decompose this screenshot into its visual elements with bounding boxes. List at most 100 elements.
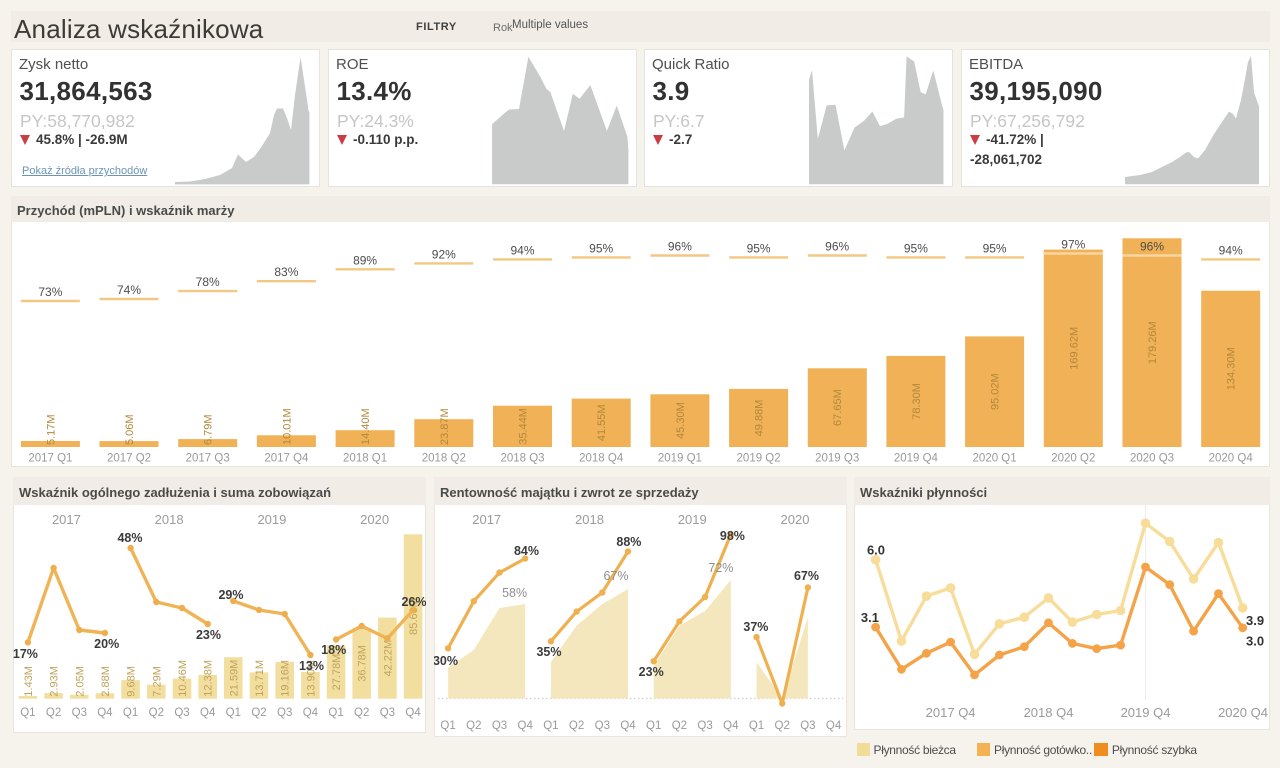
svg-text:85.63M: 85.63M <box>408 598 420 635</box>
svg-text:2020 Q2: 2020 Q2 <box>1051 453 1095 465</box>
svg-text:Q2: Q2 <box>46 707 61 719</box>
svg-text:88%: 88% <box>616 535 641 549</box>
svg-text:2020 Q4: 2020 Q4 <box>1218 705 1268 720</box>
svg-text:2020 Q3: 2020 Q3 <box>1130 453 1174 465</box>
svg-text:2020 Q4: 2020 Q4 <box>1209 453 1254 465</box>
svg-text:2018: 2018 <box>155 512 184 527</box>
svg-text:Q3: Q3 <box>380 707 395 719</box>
svg-text:2018 Q2: 2018 Q2 <box>422 453 466 465</box>
svg-text:Q4: Q4 <box>405 707 421 719</box>
svg-text:2020: 2020 <box>781 512 810 527</box>
svg-text:2020: 2020 <box>360 512 389 527</box>
svg-text:20%: 20% <box>94 637 119 651</box>
svg-text:45.30M: 45.30M <box>675 402 687 439</box>
svg-text:41.55M: 41.55M <box>596 404 608 441</box>
svg-text:Q4: Q4 <box>97 707 113 719</box>
svg-text:Q3: Q3 <box>492 720 507 732</box>
svg-text:3.9: 3.9 <box>1246 613 1264 628</box>
svg-text:Q2: Q2 <box>251 707 266 719</box>
svg-text:95%: 95% <box>904 241 928 255</box>
svg-text:96%: 96% <box>668 240 692 254</box>
svg-text:Q1: Q1 <box>749 720 764 732</box>
svg-text:94%: 94% <box>1219 243 1243 257</box>
svg-text:35%: 35% <box>536 645 561 659</box>
svg-text:2017 Q3: 2017 Q3 <box>186 453 230 465</box>
svg-text:Q3: Q3 <box>174 707 189 719</box>
svg-text:10.01M: 10.01M <box>281 408 293 445</box>
svg-text:13.71M: 13.71M <box>254 660 266 697</box>
svg-text:72%: 72% <box>708 561 733 575</box>
svg-text:7.29M: 7.29M <box>151 666 163 697</box>
svg-text:Q3: Q3 <box>277 707 292 719</box>
svg-text:Q2: Q2 <box>149 707 164 719</box>
svg-text:6.0: 6.0 <box>867 543 885 558</box>
svg-text:92%: 92% <box>432 247 456 261</box>
svg-text:2018 Q3: 2018 Q3 <box>500 453 544 465</box>
svg-text:Q2: Q2 <box>466 720 481 732</box>
svg-text:Q1: Q1 <box>328 707 343 719</box>
svg-text:Q1: Q1 <box>20 707 35 719</box>
svg-text:17%: 17% <box>13 647 38 661</box>
svg-text:Q2: Q2 <box>672 720 687 732</box>
svg-text:13%: 13% <box>299 659 324 673</box>
svg-text:42.22M: 42.22M <box>382 640 394 677</box>
svg-text:36.78M: 36.78M <box>357 645 369 682</box>
svg-text:2020 Q1: 2020 Q1 <box>973 453 1017 465</box>
svg-text:13.90M: 13.90M <box>305 660 317 697</box>
svg-text:3.0: 3.0 <box>1246 634 1264 649</box>
svg-text:Q4: Q4 <box>620 720 636 732</box>
svg-text:2019: 2019 <box>678 512 707 527</box>
svg-text:98%: 98% <box>720 529 745 543</box>
svg-text:48%: 48% <box>117 531 142 545</box>
svg-text:2018: 2018 <box>575 512 604 527</box>
svg-text:2.88M: 2.88M <box>100 666 112 697</box>
svg-text:14.40M: 14.40M <box>360 408 372 445</box>
svg-text:Q4: Q4 <box>723 720 739 732</box>
svg-text:10.46M: 10.46M <box>177 660 189 697</box>
svg-text:67.65M: 67.65M <box>832 389 844 426</box>
svg-text:74%: 74% <box>117 283 141 297</box>
svg-text:2.05M: 2.05M <box>74 666 86 697</box>
svg-text:2018 Q1: 2018 Q1 <box>343 453 387 465</box>
svg-text:Q3: Q3 <box>697 720 712 732</box>
svg-text:67%: 67% <box>603 569 628 583</box>
svg-text:2019 Q4: 2019 Q4 <box>1121 705 1171 720</box>
svg-text:49.88M: 49.88M <box>754 400 766 437</box>
svg-text:2017 Q2: 2017 Q2 <box>107 453 151 465</box>
svg-text:83%: 83% <box>274 265 298 279</box>
svg-text:Q4: Q4 <box>303 707 319 719</box>
svg-text:Q2: Q2 <box>569 720 584 732</box>
svg-text:Q2: Q2 <box>775 720 790 732</box>
svg-text:95%: 95% <box>747 241 771 255</box>
svg-text:Q4: Q4 <box>518 720 534 732</box>
svg-text:9.68M: 9.68M <box>126 666 138 697</box>
svg-text:26%: 26% <box>401 595 426 609</box>
svg-text:134.30M: 134.30M <box>1226 347 1238 390</box>
svg-text:179.26M: 179.26M <box>1147 321 1159 364</box>
svg-text:58%: 58% <box>502 586 527 600</box>
svg-text:21.59M: 21.59M <box>228 660 240 697</box>
svg-text:37%: 37% <box>743 620 768 634</box>
svg-text:Q1: Q1 <box>440 720 455 732</box>
svg-text:Q1: Q1 <box>543 720 558 732</box>
svg-text:2019 Q4: 2019 Q4 <box>894 453 939 465</box>
svg-text:29%: 29% <box>218 588 243 602</box>
svg-text:73%: 73% <box>38 285 62 299</box>
svg-text:169.62M: 169.62M <box>1068 327 1080 370</box>
svg-text:12.38M: 12.38M <box>203 660 215 697</box>
svg-text:30%: 30% <box>434 654 458 668</box>
svg-text:2019 Q2: 2019 Q2 <box>737 453 781 465</box>
svg-text:2018 Q4: 2018 Q4 <box>579 453 624 465</box>
svg-text:Q4: Q4 <box>200 707 216 719</box>
svg-text:2019: 2019 <box>257 512 286 527</box>
svg-text:5.17M: 5.17M <box>45 414 57 445</box>
svg-text:23%: 23% <box>196 628 221 642</box>
svg-text:Q2: Q2 <box>354 707 369 719</box>
svg-text:95%: 95% <box>983 241 1007 255</box>
svg-text:97%: 97% <box>1061 238 1085 252</box>
svg-text:23.87M: 23.87M <box>439 408 451 445</box>
svg-text:6.79M: 6.79M <box>203 414 215 445</box>
svg-text:96%: 96% <box>1140 240 1164 254</box>
svg-text:96%: 96% <box>825 240 849 254</box>
svg-text:Q3: Q3 <box>800 720 815 732</box>
